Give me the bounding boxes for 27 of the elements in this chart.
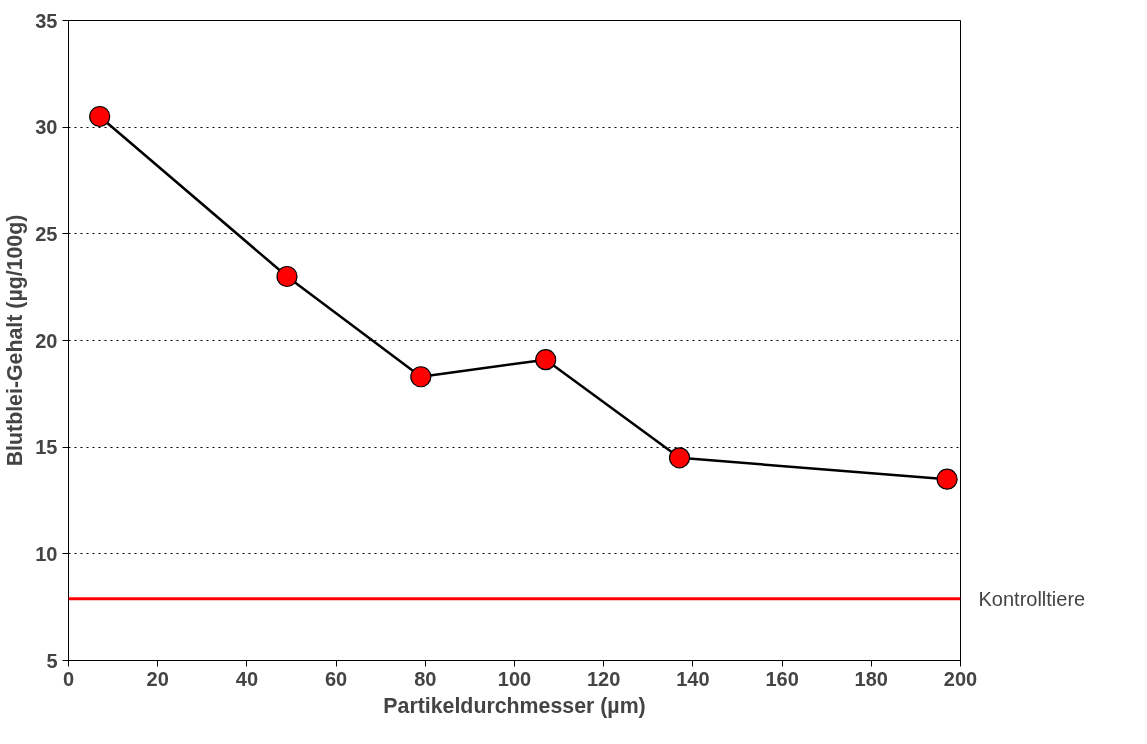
x-tick-label: 80 — [414, 667, 437, 690]
x-tick-label: 120 — [587, 667, 621, 690]
x-tick-label: 100 — [497, 667, 532, 690]
x-tick-label: 0 — [62, 667, 75, 690]
point — [535, 349, 557, 371]
point — [668, 447, 691, 469]
x-tick-label: 180 — [854, 667, 888, 690]
y-tick-label: 25 — [35, 222, 58, 245]
y-tick-label: 30 — [35, 116, 58, 139]
point — [89, 105, 111, 128]
x-tick-label: 160 — [765, 667, 799, 690]
point — [276, 265, 298, 288]
x-tick-label: 60 — [324, 667, 348, 690]
y-tick-label: 15 — [35, 436, 58, 459]
ref-line-label: Kontrolltiere — [978, 587, 1086, 610]
y-axis-title: Blutblei-Gehalt (µg/100g) — [3, 214, 28, 467]
y-tick-label: 10 — [35, 542, 58, 565]
x-tick-label: 40 — [235, 667, 259, 690]
y-tick-label: 35 — [35, 9, 58, 32]
y-tick-label: 20 — [35, 329, 58, 352]
x-axis-title: Partikeldurchmesser (µm) — [383, 693, 646, 718]
x-tick-label: 200 — [943, 667, 978, 690]
x-tick-label: 20 — [146, 667, 169, 690]
point — [410, 366, 432, 388]
point — [936, 468, 958, 490]
x-tick-label: 140 — [676, 667, 710, 690]
y-tick-label: 5 — [46, 649, 58, 672]
